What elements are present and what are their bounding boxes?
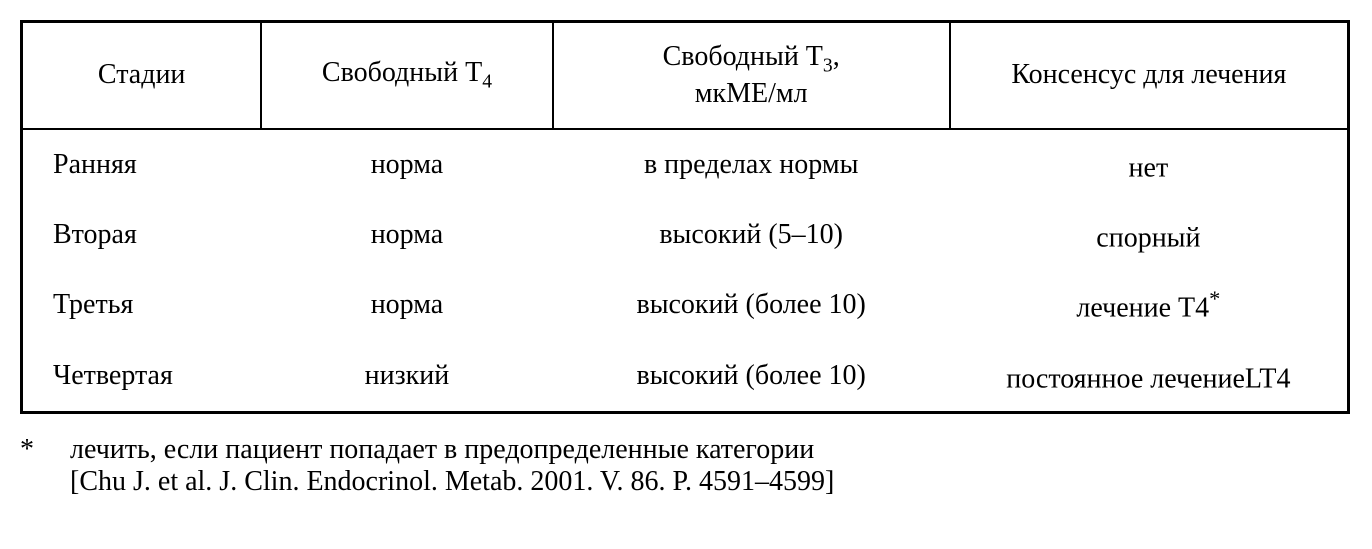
cell-consensus-3: постоянное лечениеLT4	[950, 341, 1347, 411]
header-col-t3: Свободный Т3, мкМЕ/мл	[553, 23, 950, 129]
stages-table-container: Стадии Свободный Т4 Свободный Т3, мкМЕ/м…	[20, 20, 1350, 414]
cell-t4-1: норма	[261, 200, 552, 270]
consensus-text-2: лечение Т4	[1076, 293, 1209, 324]
header-col-consensus: Консенсус для лечения	[950, 23, 1347, 129]
cell-stage-1: Вторая	[23, 200, 261, 270]
cell-t3-2: высокий (более 10)	[553, 270, 950, 340]
header-label-3: Консенсус для лечения	[1011, 59, 1286, 90]
cell-t4-3: низкий	[261, 341, 552, 411]
footnote-line1: лечить, если пациент попадает в предопре…	[70, 434, 814, 465]
footnote-text: лечить, если пациент попадает в предопре…	[70, 434, 1352, 498]
header-t3-prefix: Свободный Т	[663, 41, 823, 72]
table-row: Четвертая низкий высокий (более 10) пост…	[23, 341, 1347, 411]
consensus-text-0: нет	[1129, 152, 1169, 183]
cell-t4-2: норма	[261, 270, 552, 340]
cell-stage-3: Четвертая	[23, 341, 261, 411]
header-t3-sub: 3	[823, 56, 833, 77]
cell-stage-2: Третья	[23, 270, 261, 340]
footnote: * лечить, если пациент попадает в предоп…	[20, 434, 1352, 498]
stages-table: Стадии Свободный Т4 Свободный Т3, мкМЕ/м…	[23, 23, 1347, 411]
cell-stage-0: Ранняя	[23, 129, 261, 200]
consensus-text-3: постоянное лечениеLT4	[1006, 363, 1290, 394]
table-header: Стадии Свободный Т4 Свободный Т3, мкМЕ/м…	[23, 23, 1347, 129]
consensus-sup-2: *	[1209, 286, 1220, 311]
consensus-text-1: спорный	[1096, 222, 1200, 253]
footnote-marker: *	[20, 434, 70, 498]
header-t4-sub: 4	[482, 72, 492, 93]
table-row: Ранняя норма в пределах нормы нет	[23, 129, 1347, 200]
cell-consensus-0: нет	[950, 129, 1347, 200]
header-t3-line2: мкМЕ/мл	[695, 78, 808, 109]
header-col-stage: Стадии	[23, 23, 261, 129]
table-row: Третья норма высокий (более 10) лечение …	[23, 270, 1347, 340]
footnote-line2: [Chu J. et al. J. Clin. Endocrinol. Meta…	[70, 466, 834, 497]
header-row: Стадии Свободный Т4 Свободный Т3, мкМЕ/м…	[23, 23, 1347, 129]
header-col-t4: Свободный Т4	[261, 23, 552, 129]
cell-t3-0: в пределах нормы	[553, 129, 950, 200]
cell-t3-3: высокий (более 10)	[553, 341, 950, 411]
header-t4-prefix: Свободный Т	[322, 57, 482, 88]
cell-consensus-2: лечение Т4*	[950, 270, 1347, 340]
table-body: Ранняя норма в пределах нормы нет Вторая…	[23, 129, 1347, 411]
header-label-0: Стадии	[98, 59, 186, 90]
cell-t4-0: норма	[261, 129, 552, 200]
cell-t3-1: высокий (5–10)	[553, 200, 950, 270]
header-t3-suffix: ,	[833, 41, 840, 72]
cell-consensus-1: спорный	[950, 200, 1347, 270]
table-row: Вторая норма высокий (5–10) спорный	[23, 200, 1347, 270]
